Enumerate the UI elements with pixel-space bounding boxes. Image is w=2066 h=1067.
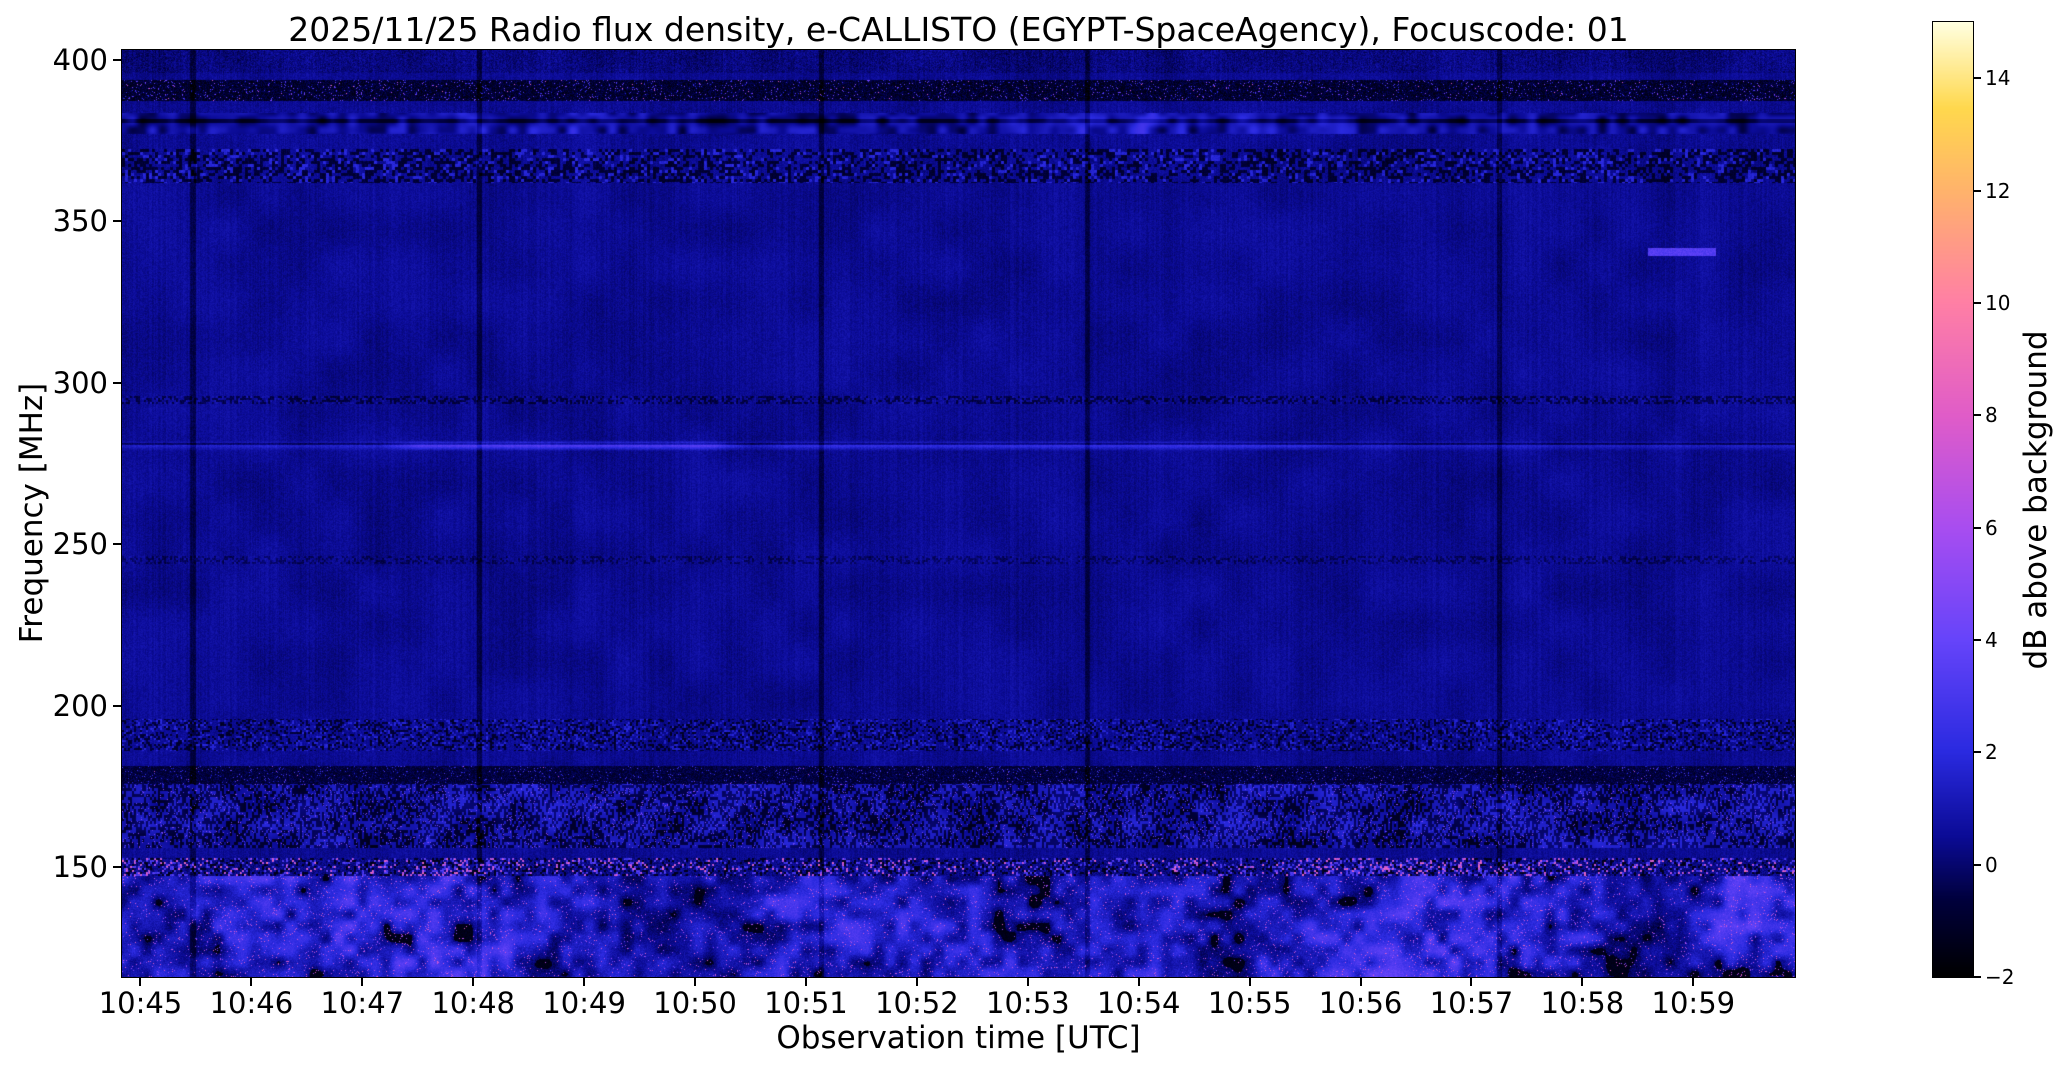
colorbar-tick-label: 14: [1985, 66, 2011, 91]
x-tick-label: 10:47: [320, 986, 405, 1020]
x-tick-mark: [1581, 977, 1584, 986]
x-tick-label: 10:56: [1318, 986, 1403, 1020]
colorbar-tick-label: 10: [1985, 290, 2011, 315]
x-tick-label: 10:51: [764, 986, 848, 1020]
x-tick-label: 10:50: [653, 986, 737, 1020]
colorbar-canvas: [1933, 22, 1973, 977]
x-tick-label: 10:57: [1429, 986, 1514, 1020]
y-tick-mark: [113, 704, 122, 707]
colorbar-tick-mark: [1973, 414, 1981, 417]
y-tick-mark: [113, 58, 122, 61]
x-tick-label: 10:45: [98, 986, 183, 1020]
x-tick-mark: [694, 977, 697, 986]
x-tick-mark: [250, 977, 253, 986]
x-tick-label: 10:55: [1207, 986, 1292, 1020]
colorbar-tick-mark: [1973, 751, 1981, 754]
spectrogram-canvas: [122, 50, 1795, 977]
y-tick-label: 350: [52, 204, 108, 239]
x-tick-mark: [1137, 977, 1140, 986]
colorbar: [1932, 21, 1974, 978]
x-tick-mark: [583, 977, 586, 986]
y-tick-label: 150: [52, 850, 108, 885]
colorbar-tick-label: −2: [1985, 965, 2015, 989]
y-tick-mark: [113, 220, 122, 223]
y-tick-label: 400: [52, 42, 108, 77]
colorbar-tick-label: 6: [1985, 515, 1998, 540]
x-tick-label: 10:52: [875, 986, 959, 1020]
x-tick-label: 10:48: [431, 986, 516, 1020]
colorbar-tick-label: 0: [1985, 852, 1998, 877]
x-tick-label: 10:49: [542, 986, 626, 1020]
colorbar-label: dB above background: [2018, 330, 2054, 670]
colorbar-tick-mark: [1973, 976, 1981, 978]
x-tick-mark: [1359, 977, 1362, 986]
colorbar-tick-mark: [1973, 863, 1981, 866]
y-axis-label: Frequency [MHz]: [14, 382, 50, 644]
x-tick-label: 10:46: [209, 986, 294, 1020]
colorbar-tick-mark: [1973, 638, 1981, 641]
plot-area: [121, 49, 1796, 978]
x-tick-mark: [1692, 977, 1695, 986]
y-tick-label: 250: [52, 527, 108, 562]
colorbar-tick-mark: [1973, 77, 1981, 80]
y-tick-label: 300: [52, 365, 108, 400]
x-tick-label: 10:59: [1651, 986, 1736, 1020]
x-tick-mark: [472, 977, 475, 986]
x-tick-mark: [1026, 977, 1029, 986]
x-tick-label: 10:58: [1540, 986, 1625, 1020]
colorbar-tick-label: 8: [1985, 403, 1998, 428]
x-tick-mark: [1248, 977, 1251, 986]
y-tick-mark: [113, 866, 122, 869]
x-axis-label: Observation time [UTC]: [776, 1020, 1141, 1056]
y-tick-mark: [113, 543, 122, 546]
x-tick-mark: [1470, 977, 1473, 986]
x-tick-mark: [804, 977, 807, 986]
x-tick-mark: [915, 977, 918, 986]
y-tick-mark: [113, 381, 122, 384]
colorbar-tick-mark: [1973, 189, 1981, 192]
colorbar-tick-label: 2: [1985, 740, 1998, 765]
colorbar-tick-label: 12: [1985, 178, 2011, 203]
x-tick-mark: [139, 977, 142, 986]
y-tick-label: 200: [52, 688, 108, 723]
colorbar-tick-mark: [1973, 526, 1981, 529]
x-tick-label: 10:53: [986, 986, 1070, 1020]
colorbar-tick-mark: [1973, 301, 1981, 304]
x-tick-mark: [361, 977, 364, 986]
colorbar-tick-label: 4: [1985, 627, 1998, 652]
chart-title: 2025/11/25 Radio flux density, e-CALLIST…: [288, 10, 1629, 49]
x-tick-label: 10:54: [1096, 986, 1181, 1020]
